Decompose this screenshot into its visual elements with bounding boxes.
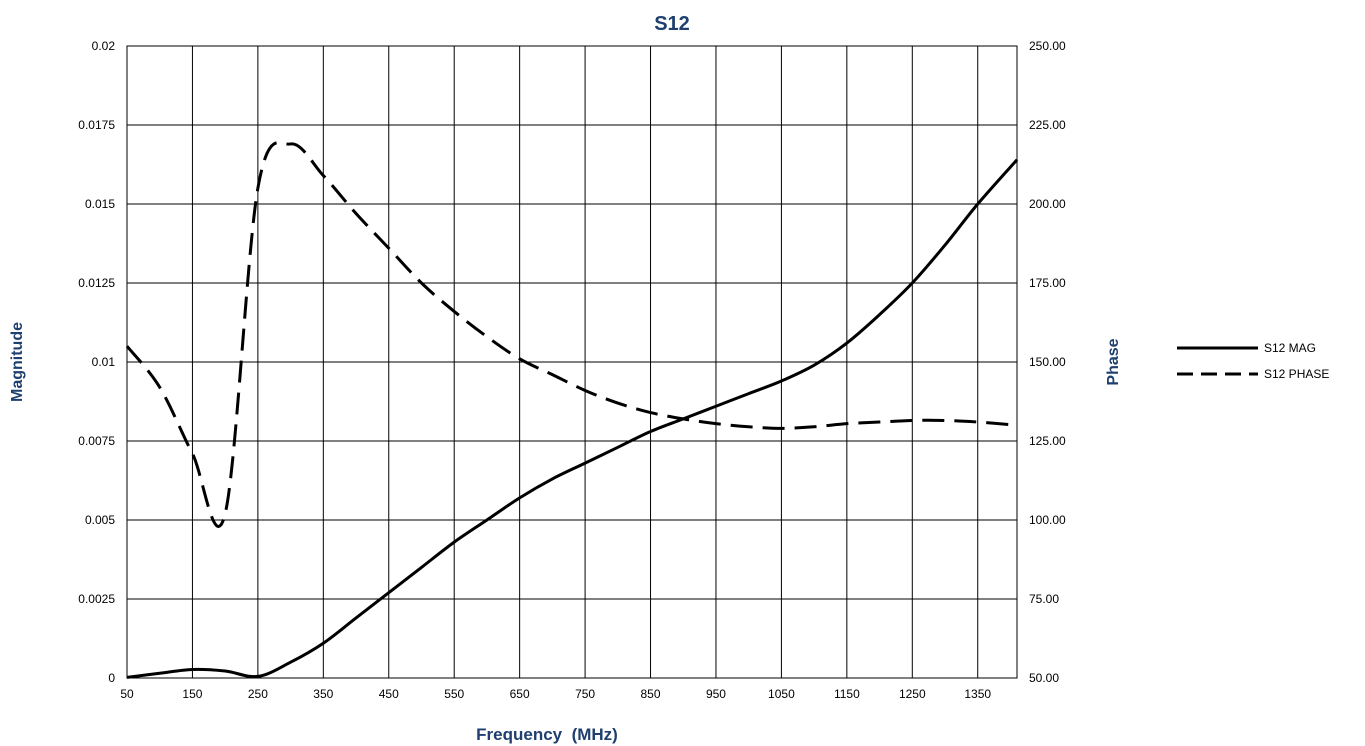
x-tick-label: 750 (575, 687, 595, 701)
y-tick-label: 0.015 (85, 197, 115, 211)
series-group (125, 141, 1019, 679)
y-tick-labels: 0 0.0025 0.005 0.0075 0.01 0.0125 0.015 0.0175 0… (78, 39, 115, 685)
y-tick-label: 0.02 (92, 39, 116, 53)
legend-label: S12 MAG (1264, 341, 1316, 355)
legend-label: S12 PHASE (1264, 367, 1329, 381)
y2-tick-label: 100.00 (1029, 513, 1066, 527)
series-line-s12-phase (125, 141, 1018, 528)
x-tick-label: 650 (510, 687, 530, 701)
y-tick-label: 0.0075 (78, 434, 115, 448)
x-tick-label: 350 (313, 687, 333, 701)
x-tick-label: 250 (248, 687, 268, 701)
y2-tick-label: 175.00 (1029, 276, 1066, 290)
y2-tick-label: 150.00 (1029, 355, 1066, 369)
y2-tick-label: 225.00 (1029, 118, 1066, 132)
x-tick-label: 150 (182, 687, 202, 701)
y2-tick-label: 125.00 (1029, 434, 1066, 448)
x-axis-title: Frequency (MHz) (476, 725, 618, 744)
series-line-s12-mag (126, 158, 1019, 679)
y-tick-label: 0.0025 (78, 592, 115, 606)
y-tick-label: 0.0125 (78, 276, 115, 290)
x-tick-label: 1050 (768, 687, 795, 701)
y2-tick-label: 75.00 (1029, 592, 1059, 606)
y2-axis-title: Phase (1105, 338, 1122, 385)
y2-tick-label: 200.00 (1029, 197, 1066, 211)
plot-frame (126, 45, 1018, 679)
y-tick-label: 0.0175 (78, 118, 115, 132)
y2-tick-label: 50.00 (1029, 671, 1059, 685)
y2-tick-labels: 50.00 75.00 100.00 125.00 150.00 175.00 200.00… (1029, 39, 1066, 685)
y2-tick-label: 250.00 (1029, 39, 1066, 53)
x-tick-label: 1250 (899, 687, 926, 701)
x-tick-label: 550 (444, 687, 464, 701)
x-tick-label: 1150 (834, 687, 860, 701)
x-tick-label: 950 (706, 687, 726, 701)
x-tick-label: 50 (120, 687, 134, 701)
grid (126, 45, 1017, 679)
x-tick-label: 450 (379, 687, 399, 701)
legend: S12 MAG S12 PHASE (1177, 341, 1329, 381)
x-tick-label: 1350 (964, 687, 991, 701)
y-tick-label: 0.005 (85, 513, 115, 527)
y-tick-label: 0 (108, 671, 115, 685)
chart-title: S12 (654, 13, 690, 35)
y-tick-label: 0.01 (92, 355, 116, 369)
x-tick-label: 850 (641, 687, 661, 701)
x-tick-labels: 50 150 250 350 450 550 650 750 850 950 1050 1150 125… (120, 687, 991, 701)
y-axis-title: Magnitude (9, 322, 26, 402)
